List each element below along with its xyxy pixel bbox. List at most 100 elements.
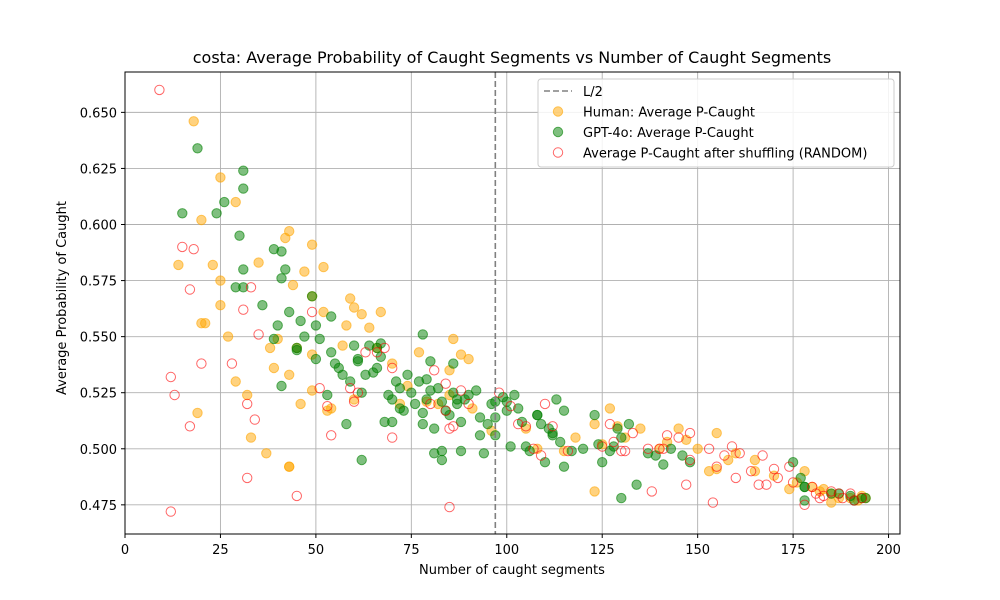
random-point — [684, 454, 696, 466]
human-point — [200, 318, 211, 329]
human-point — [448, 333, 459, 345]
random-point — [429, 365, 440, 376]
gpt4o-point — [436, 396, 448, 407]
gpt4o-point — [535, 418, 547, 430]
random-point — [242, 398, 253, 410]
random-point — [661, 430, 673, 441]
gpt4o-point — [482, 418, 493, 430]
gpt4o-point — [306, 291, 318, 302]
human-point — [749, 466, 761, 477]
random-point — [734, 448, 745, 459]
human-point — [375, 306, 386, 318]
gpt4o-point — [394, 383, 406, 394]
random-point — [654, 443, 665, 454]
gpt4o-point — [238, 264, 249, 275]
random-point — [826, 486, 837, 497]
human-point — [261, 448, 272, 459]
gpt4o-point — [341, 418, 352, 430]
human-point — [413, 347, 425, 358]
gpt4o-point — [417, 407, 428, 419]
random-point — [444, 501, 455, 513]
gpt4o-point — [310, 353, 322, 365]
random-point — [184, 284, 196, 295]
random-point — [196, 358, 207, 369]
gpt4o-point — [272, 320, 283, 331]
random-point — [787, 477, 799, 488]
human-point — [284, 369, 295, 380]
human-point — [230, 196, 241, 208]
random-point — [245, 282, 257, 293]
random-point — [165, 371, 177, 383]
legend-dot-marker — [552, 126, 564, 138]
gpt4o-point — [276, 246, 287, 257]
random-point — [814, 492, 825, 504]
gpt4o-point — [555, 436, 566, 448]
human-point — [570, 432, 581, 443]
random-point — [528, 443, 539, 454]
y-axis-ticks: 0.475 0.500 0.525 0.550 0.575 0.600 0.625 0.650 — [80, 106, 125, 514]
gpt4o-point — [677, 450, 688, 461]
gpt4o-point — [612, 423, 623, 434]
random-point — [711, 461, 722, 472]
gpt4o-point — [631, 479, 642, 490]
random-point — [646, 486, 657, 497]
gpt4o-point — [860, 492, 871, 504]
random-point — [784, 461, 795, 472]
gpt4o-point — [326, 311, 337, 322]
gpt4o-point — [558, 405, 570, 416]
gpt4o-point — [566, 445, 577, 457]
gpt4o-point — [257, 300, 268, 311]
gpt4o-point — [558, 461, 570, 472]
gpt4o-point — [291, 344, 302, 356]
random-point — [169, 389, 180, 401]
random-point — [753, 479, 764, 490]
x-tick-label: 0 — [121, 543, 129, 558]
random-point — [505, 401, 516, 412]
human-point — [242, 389, 253, 401]
x-tick-label: 75 — [403, 543, 420, 558]
random-point — [371, 347, 383, 358]
gpt4o-point — [398, 405, 409, 416]
human-point — [635, 423, 646, 434]
x-tick-label: 100 — [494, 543, 519, 558]
legend-dot-marker — [552, 106, 564, 117]
legend-box — [537, 78, 895, 168]
legend: L/2 Human: Average P-Caught GPT-4o: Averag… — [537, 78, 895, 168]
human-point — [245, 432, 257, 443]
human-point — [215, 300, 226, 311]
gpt4o-point — [406, 387, 417, 398]
random-point — [707, 497, 719, 508]
human-point — [463, 353, 474, 365]
random-point — [238, 304, 249, 315]
random-point — [761, 479, 772, 490]
gpt4o-point — [623, 418, 635, 430]
human-point — [264, 342, 276, 354]
gpt4o-point — [284, 306, 295, 318]
gpt4o-point — [387, 416, 398, 428]
random-point — [658, 443, 669, 454]
random-point — [745, 466, 757, 477]
y-tick-label: 0.650 — [80, 106, 117, 121]
gpt4o-point — [402, 369, 413, 380]
gpt4o-point — [177, 208, 188, 219]
human-point — [284, 461, 295, 472]
gpt4o-point — [471, 385, 482, 396]
gpt4o-point — [551, 394, 562, 405]
random-point — [616, 445, 627, 457]
gpt4o-point — [597, 457, 608, 468]
gpt4o-point — [455, 445, 467, 457]
legend-entry-label: Average P-Caught after shuffling (RANDOM… — [583, 147, 867, 162]
human-point — [196, 214, 207, 226]
gpt4o-point — [429, 423, 440, 434]
gpt4o-point — [192, 143, 203, 154]
gpt4o-point — [795, 472, 806, 484]
random-point — [184, 421, 196, 432]
gpt4o-point — [658, 459, 669, 470]
random-point — [772, 472, 783, 484]
random-point — [627, 427, 638, 439]
gpt4o-point — [348, 340, 360, 351]
random-point — [379, 342, 390, 354]
gpt4o-point — [478, 448, 490, 459]
gpt4o-point — [322, 389, 333, 401]
random-point — [188, 244, 199, 255]
